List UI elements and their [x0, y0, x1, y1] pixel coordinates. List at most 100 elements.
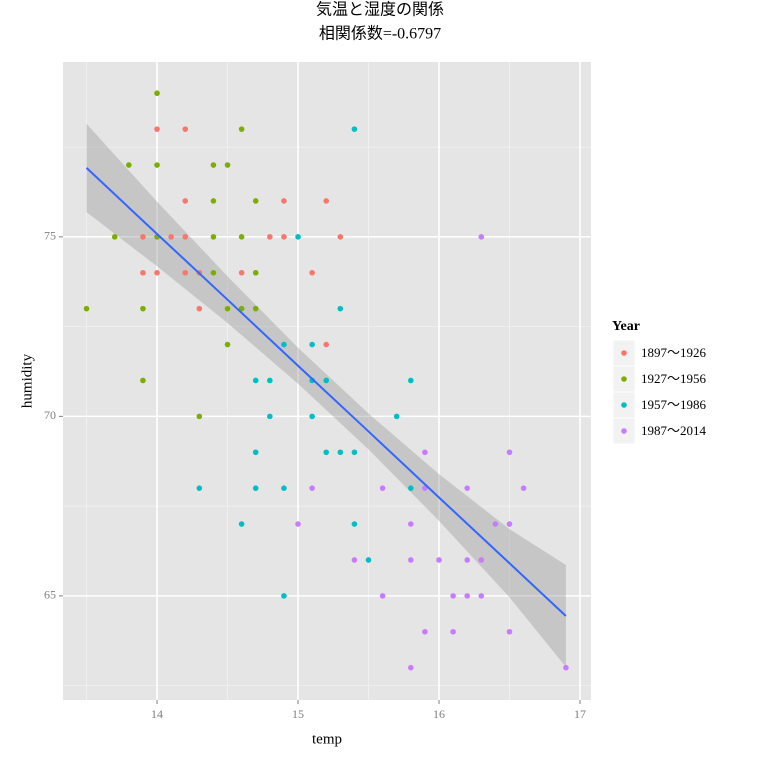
point [140, 305, 146, 312]
point [196, 413, 203, 420]
chart-title: 気温と湿度の関係 [316, 1, 444, 19]
point [238, 234, 245, 240]
legend-label: 1927～1956 [641, 371, 707, 386]
point [210, 198, 217, 204]
point [154, 90, 160, 97]
point [252, 449, 259, 456]
point [337, 234, 344, 240]
point [238, 269, 245, 276]
point [506, 449, 513, 456]
point [464, 557, 471, 563]
point [309, 341, 315, 348]
point [450, 628, 456, 635]
point [238, 126, 245, 132]
point [337, 449, 344, 456]
point [238, 521, 245, 527]
legend-marker [621, 402, 627, 408]
point [140, 269, 146, 276]
point [252, 269, 259, 276]
point [323, 377, 330, 384]
point [252, 198, 259, 204]
point [210, 234, 217, 240]
chart-subtitle: 相関係数=-0.6797 [319, 25, 441, 43]
point [224, 162, 231, 168]
x-tick-label: 16 [433, 707, 445, 721]
point [238, 305, 245, 312]
point [252, 485, 259, 491]
point [506, 521, 513, 527]
y-axis-label: humidity [19, 353, 35, 408]
point [224, 305, 231, 312]
legend-marker [621, 428, 627, 434]
x-tick-label: 14 [151, 707, 163, 721]
point [295, 521, 301, 527]
point [379, 593, 386, 599]
point [309, 413, 315, 420]
point [210, 162, 217, 168]
point [309, 269, 315, 276]
point [408, 557, 414, 563]
point [182, 234, 189, 240]
point [154, 126, 160, 132]
legend-label: 1897～1926 [641, 345, 707, 360]
x-axis-label: temp [312, 731, 342, 747]
point [450, 593, 456, 599]
point [267, 377, 273, 384]
point [182, 198, 189, 204]
point [196, 305, 203, 312]
point [210, 269, 217, 276]
legend-title: Year [612, 319, 640, 334]
point [492, 521, 499, 527]
point [224, 341, 231, 348]
legend-label: 1957～1986 [641, 397, 707, 412]
point [281, 341, 287, 348]
point [83, 305, 90, 312]
legend-label: 1987～2014 [641, 423, 707, 438]
point [140, 234, 146, 240]
point [126, 162, 132, 168]
point [379, 485, 386, 491]
y-tick-label: 65 [44, 588, 56, 602]
point [464, 593, 471, 599]
point [351, 521, 358, 527]
fit-line [85, 167, 567, 617]
point [323, 341, 330, 348]
point [323, 449, 330, 456]
point [408, 521, 414, 527]
point [168, 234, 174, 240]
point [478, 557, 485, 563]
point [281, 593, 287, 599]
point [422, 628, 428, 635]
point [520, 485, 527, 491]
point [281, 485, 287, 491]
point [563, 664, 569, 671]
point [295, 234, 301, 240]
point [506, 628, 513, 635]
point [408, 664, 414, 671]
point [408, 377, 414, 384]
point [182, 269, 189, 276]
point [464, 485, 471, 491]
legend-marker [621, 376, 627, 382]
point [281, 234, 287, 240]
point [281, 198, 287, 204]
point [267, 413, 273, 420]
point [408, 485, 414, 491]
point [422, 449, 428, 456]
y-tick-label: 75 [44, 229, 56, 243]
confidence-band [86, 123, 566, 667]
point [252, 305, 259, 312]
point [351, 449, 358, 456]
point [393, 413, 400, 420]
point [154, 162, 160, 168]
point [478, 593, 485, 599]
point [323, 198, 330, 204]
point [140, 377, 146, 384]
point [478, 234, 485, 240]
x-tick-label: 15 [292, 707, 304, 721]
point [111, 234, 118, 240]
point [365, 557, 372, 563]
point [154, 269, 160, 276]
point [182, 126, 189, 132]
